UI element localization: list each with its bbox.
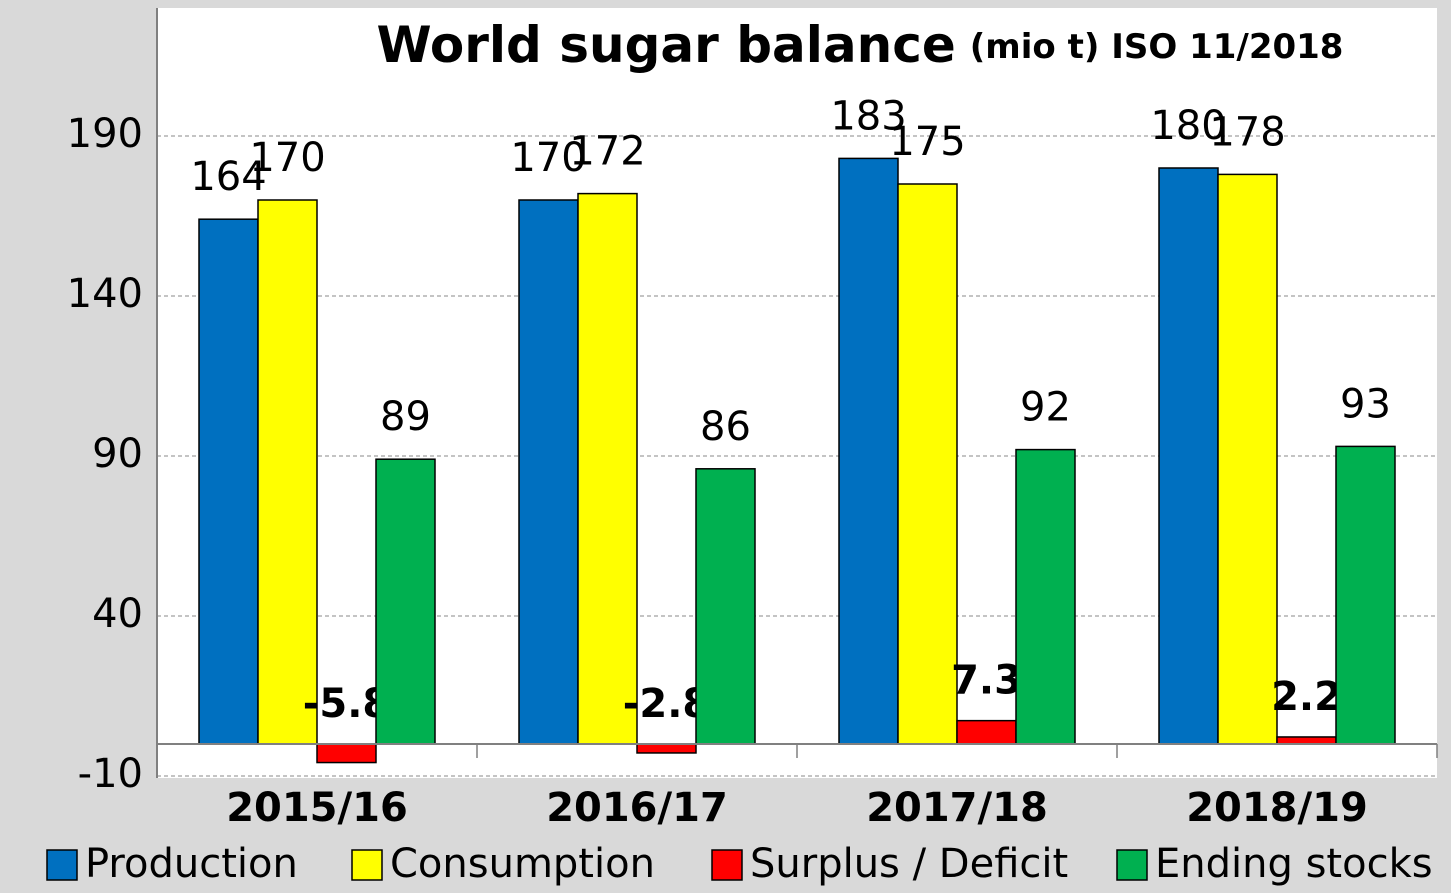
legend-swatch <box>711 849 743 881</box>
chart-title-group: World sugar balance (mio t) ISO 11/2018 <box>377 16 1344 74</box>
data-label: 183 <box>830 93 906 139</box>
bar <box>1158 167 1219 745</box>
x-tick-label: 2018/19 <box>1186 785 1368 831</box>
data-label: 92 <box>1020 385 1071 431</box>
data-label: 178 <box>1209 109 1285 155</box>
data-label: 89 <box>380 394 431 440</box>
bar <box>1276 736 1337 745</box>
data-label: 170 <box>510 135 586 181</box>
x-tick-label: 2017/18 <box>866 785 1048 831</box>
legend-swatch <box>1116 849 1148 881</box>
y-tick-label: -10 <box>78 751 143 797</box>
data-label: 180 <box>1150 103 1226 149</box>
bar <box>1217 173 1278 745</box>
legend-swatch <box>46 849 78 881</box>
bar <box>1335 445 1396 745</box>
bar <box>198 218 259 745</box>
y-tick-label: 40 <box>92 591 143 637</box>
bar <box>577 192 638 745</box>
bar <box>838 157 899 745</box>
y-tick-label: 190 <box>67 111 143 157</box>
bar <box>897 183 958 745</box>
data-label: 172 <box>569 129 645 175</box>
bar <box>1015 448 1076 745</box>
x-tick-label: 2016/17 <box>546 785 728 831</box>
x-tick-label: 2015/16 <box>226 785 408 831</box>
data-label: 2.2 <box>1271 674 1342 720</box>
bar <box>375 458 436 745</box>
data-label: 170 <box>249 135 325 181</box>
bar <box>316 743 377 764</box>
bar <box>518 199 579 745</box>
bar <box>956 719 1017 745</box>
legend-label: Surplus / Deficit <box>750 841 1068 887</box>
legend-label: Production <box>85 841 298 887</box>
y-tick-label: 90 <box>92 431 143 477</box>
bar <box>257 199 318 745</box>
legend-swatch <box>351 849 383 881</box>
data-label: 86 <box>700 404 751 450</box>
legend-label: Consumption <box>390 841 655 887</box>
bar <box>636 743 697 754</box>
data-label: 7.3 <box>951 658 1022 704</box>
chart-subtitle: (mio t) ISO 11/2018 <box>970 27 1344 67</box>
data-label: 175 <box>889 119 965 165</box>
legend-label: Ending stocks <box>1155 841 1433 887</box>
data-label: 93 <box>1340 381 1391 427</box>
bar <box>695 468 756 745</box>
y-tick-label: 140 <box>67 271 143 317</box>
data-label: 164 <box>190 154 266 200</box>
chart-title: World sugar balance <box>377 16 956 74</box>
